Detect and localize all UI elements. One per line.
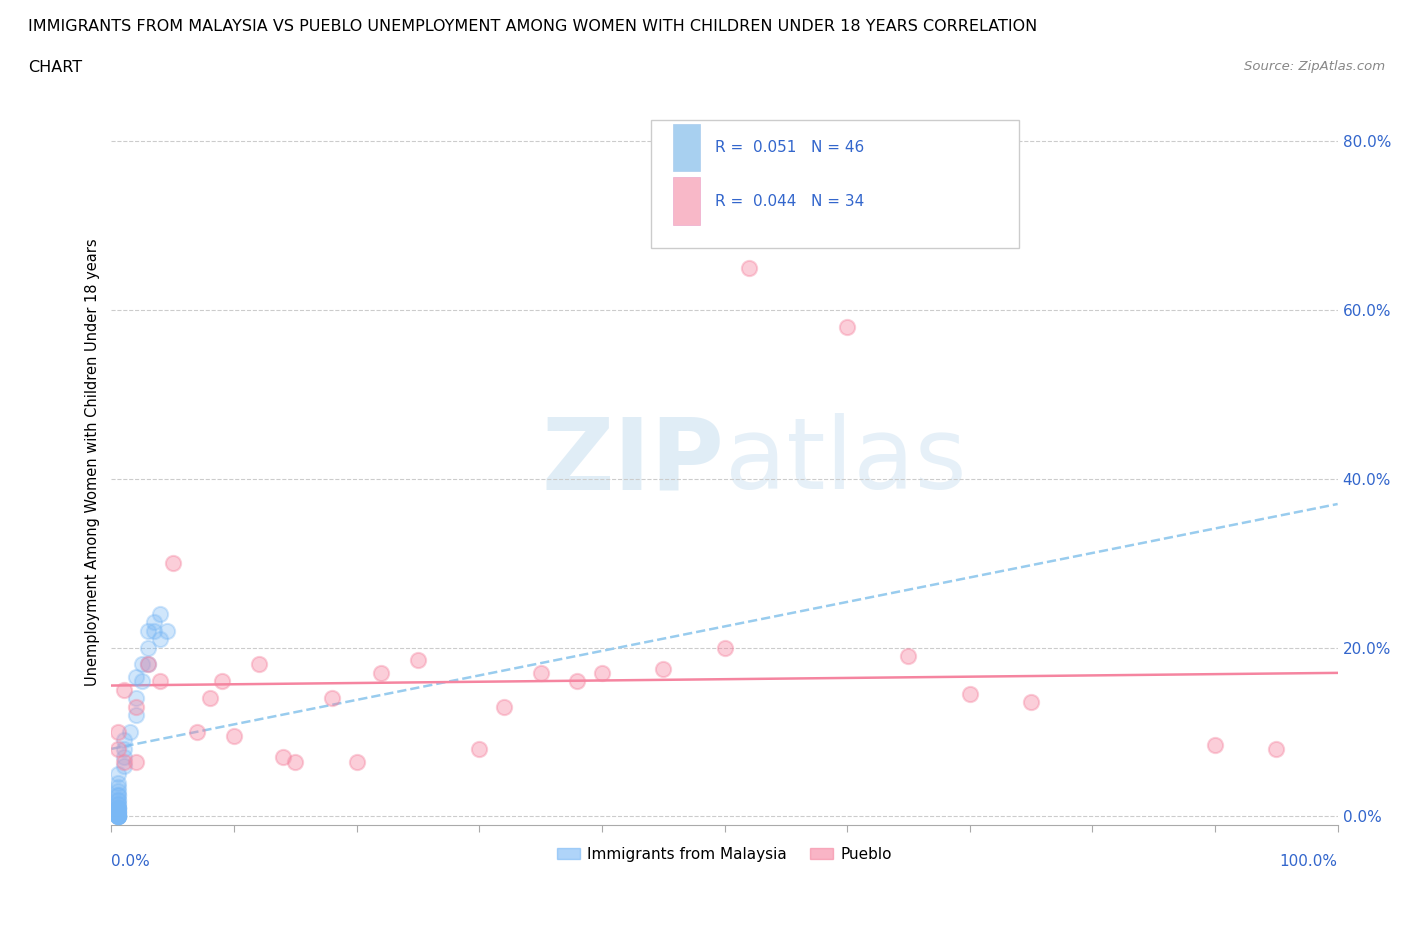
Point	[107, 801, 129, 816]
Point	[136, 657, 159, 671]
Text: 100.0%: 100.0%	[1279, 854, 1337, 869]
Point	[107, 809, 129, 824]
Point	[131, 674, 153, 689]
Y-axis label: Unemployment Among Women with Children Under 18 years: Unemployment Among Women with Children U…	[86, 238, 100, 685]
Point	[107, 801, 129, 816]
Point	[112, 758, 135, 773]
Point	[107, 809, 129, 824]
Point	[155, 623, 177, 638]
Text: R =  0.051   N = 46: R = 0.051 N = 46	[714, 140, 863, 155]
Point	[107, 804, 129, 819]
Point	[136, 657, 159, 671]
Point	[136, 640, 159, 655]
Bar	[673, 124, 700, 171]
Text: IMMIGRANTS FROM MALAYSIA VS PUEBLO UNEMPLOYMENT AMONG WOMEN WITH CHILDREN UNDER : IMMIGRANTS FROM MALAYSIA VS PUEBLO UNEMP…	[28, 19, 1038, 33]
Point	[112, 750, 135, 764]
Point	[136, 623, 159, 638]
Point	[406, 653, 429, 668]
Point	[107, 779, 129, 794]
Point	[107, 788, 129, 803]
Point	[271, 750, 294, 764]
Point	[162, 555, 184, 570]
Point	[107, 809, 129, 824]
Point	[149, 606, 172, 621]
Point	[897, 648, 920, 663]
Point	[1019, 695, 1042, 710]
Text: CHART: CHART	[28, 60, 82, 75]
Point	[107, 766, 129, 781]
Point	[143, 615, 166, 630]
Point	[149, 631, 172, 646]
Point	[713, 640, 735, 655]
Point	[118, 724, 141, 739]
Point	[143, 623, 166, 638]
Point	[370, 666, 392, 681]
Point	[125, 699, 148, 714]
Point	[107, 801, 129, 816]
Point	[107, 809, 129, 824]
Point	[247, 657, 270, 671]
Point	[107, 809, 129, 824]
Point	[107, 804, 129, 819]
Text: Source: ZipAtlas.com: Source: ZipAtlas.com	[1244, 60, 1385, 73]
Text: 0.0%: 0.0%	[111, 854, 150, 869]
Point	[107, 801, 129, 816]
Point	[198, 691, 221, 706]
Text: R =  0.044   N = 34: R = 0.044 N = 34	[714, 193, 863, 208]
Point	[567, 674, 589, 689]
Point	[112, 733, 135, 748]
Legend: Immigrants from Malaysia, Pueblo: Immigrants from Malaysia, Pueblo	[551, 841, 898, 868]
Point	[107, 741, 129, 756]
Text: ZIP: ZIP	[541, 413, 724, 511]
Point	[107, 809, 129, 824]
Point	[107, 796, 129, 811]
Point	[1204, 737, 1226, 752]
FancyBboxPatch shape	[651, 121, 1019, 247]
Point	[112, 754, 135, 769]
Point	[125, 670, 148, 684]
Point	[107, 804, 129, 819]
Point	[346, 754, 368, 769]
Point	[591, 666, 613, 681]
Point	[112, 683, 135, 698]
Point	[107, 784, 129, 799]
Point	[492, 699, 515, 714]
Point	[107, 809, 129, 824]
Point	[652, 661, 675, 676]
Point	[107, 776, 129, 790]
Point	[107, 796, 129, 811]
Point	[112, 741, 135, 756]
Point	[131, 657, 153, 671]
Point	[186, 724, 208, 739]
Point	[107, 792, 129, 807]
Point	[211, 674, 233, 689]
Point	[107, 804, 129, 819]
Point	[284, 754, 307, 769]
Point	[1265, 741, 1288, 756]
Point	[321, 691, 343, 706]
Point	[222, 729, 245, 744]
Bar	[673, 178, 700, 225]
Point	[149, 674, 172, 689]
Point	[107, 792, 129, 807]
Point	[468, 741, 491, 756]
Point	[125, 708, 148, 723]
Point	[107, 809, 129, 824]
Point	[107, 801, 129, 816]
Text: atlas: atlas	[724, 413, 966, 511]
Point	[125, 754, 148, 769]
Point	[959, 686, 981, 701]
Point	[529, 666, 551, 681]
Point	[107, 809, 129, 824]
Point	[107, 788, 129, 803]
Point	[125, 691, 148, 706]
Point	[738, 260, 761, 275]
Point	[107, 724, 129, 739]
Point	[837, 319, 859, 334]
